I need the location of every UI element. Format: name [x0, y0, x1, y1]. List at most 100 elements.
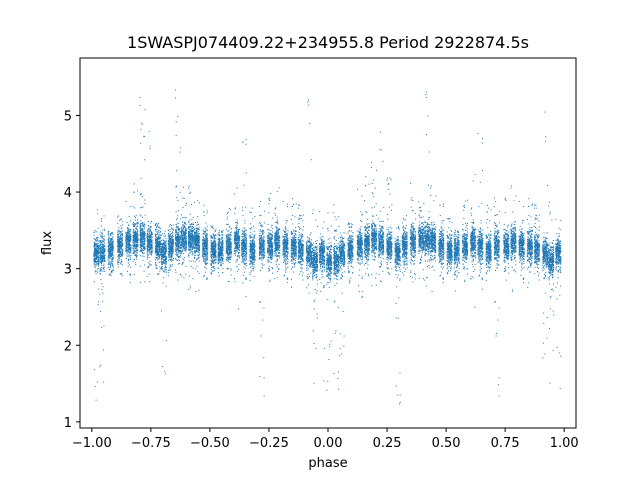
data-point — [205, 251, 207, 253]
data-point — [193, 229, 195, 231]
data-point — [136, 237, 138, 239]
data-point — [225, 249, 227, 251]
data-point — [203, 241, 205, 243]
data-point — [184, 222, 186, 224]
data-point — [144, 248, 146, 250]
data-point — [112, 256, 114, 258]
data-point — [176, 249, 178, 251]
data-point — [140, 240, 142, 242]
data-point — [163, 249, 165, 251]
data-point — [213, 260, 215, 262]
data-point — [100, 255, 102, 257]
data-point — [133, 231, 135, 233]
data-point — [142, 245, 144, 247]
data-point — [155, 266, 157, 268]
data-point — [139, 234, 141, 236]
data-point — [117, 222, 119, 224]
data-point — [227, 224, 229, 226]
data-point — [190, 238, 192, 240]
data-point — [178, 251, 180, 253]
data-point — [146, 253, 148, 255]
data-point — [178, 257, 180, 259]
data-point — [158, 252, 160, 254]
data-point — [108, 243, 110, 245]
data-point — [198, 260, 200, 262]
data-point — [158, 227, 160, 229]
data-point — [226, 251, 228, 253]
data-point — [217, 232, 219, 234]
data-point — [185, 242, 187, 244]
data-point — [141, 237, 143, 239]
data-point — [211, 249, 213, 251]
data-point — [202, 256, 204, 258]
data-point — [211, 270, 213, 272]
data-point — [150, 222, 152, 224]
data-point — [98, 248, 100, 250]
data-point — [142, 240, 144, 242]
data-point — [97, 250, 99, 252]
data-point — [218, 245, 220, 247]
data-point — [168, 246, 170, 248]
data-point — [95, 244, 97, 246]
data-point — [96, 257, 98, 259]
data-point — [213, 251, 215, 253]
data-point — [198, 228, 200, 230]
data-point — [134, 235, 136, 237]
data-point — [188, 221, 190, 223]
data-point — [126, 221, 128, 223]
data-point — [96, 270, 98, 272]
data-point — [210, 240, 212, 242]
data-point — [205, 254, 207, 256]
data-point — [140, 225, 142, 227]
data-point — [102, 244, 104, 246]
data-point — [130, 251, 132, 253]
data-point — [136, 231, 138, 233]
data-point — [229, 242, 231, 244]
data-point — [162, 244, 164, 246]
data-point — [95, 263, 97, 265]
data-point — [157, 236, 159, 238]
data-point — [192, 226, 194, 228]
data-point — [128, 230, 130, 232]
data-point — [161, 249, 163, 251]
data-point — [94, 256, 96, 258]
data-point — [197, 240, 199, 242]
data-point — [213, 243, 214, 245]
data-point — [108, 256, 110, 258]
data-point — [195, 229, 197, 231]
data-point — [120, 254, 122, 256]
data-point — [100, 231, 102, 233]
data-point — [121, 237, 123, 239]
data-point — [219, 249, 221, 251]
data-point — [108, 239, 110, 241]
data-point — [230, 231, 232, 233]
data-point — [140, 243, 142, 245]
data-point — [139, 241, 141, 243]
data-point — [127, 262, 129, 264]
data-point — [158, 244, 160, 246]
data-point — [198, 255, 200, 257]
data-point — [164, 246, 166, 248]
data-point — [189, 231, 191, 233]
data-point — [159, 240, 161, 242]
data-point — [128, 235, 130, 237]
data-point — [191, 247, 193, 249]
data-point — [182, 262, 184, 264]
data-point — [184, 226, 186, 228]
data-point — [143, 233, 145, 235]
data-point — [127, 241, 129, 243]
data-point — [156, 257, 158, 259]
data-point — [185, 227, 187, 229]
data-point — [148, 242, 150, 244]
data-point — [191, 245, 193, 247]
data-point — [150, 226, 152, 228]
data-point — [137, 242, 139, 244]
data-point — [130, 237, 132, 239]
data-point — [134, 241, 136, 243]
data-point — [155, 262, 157, 264]
data-point — [206, 212, 208, 214]
data-point — [207, 245, 209, 247]
data-point — [160, 244, 162, 246]
data-point — [143, 238, 145, 240]
data-point — [175, 244, 177, 246]
